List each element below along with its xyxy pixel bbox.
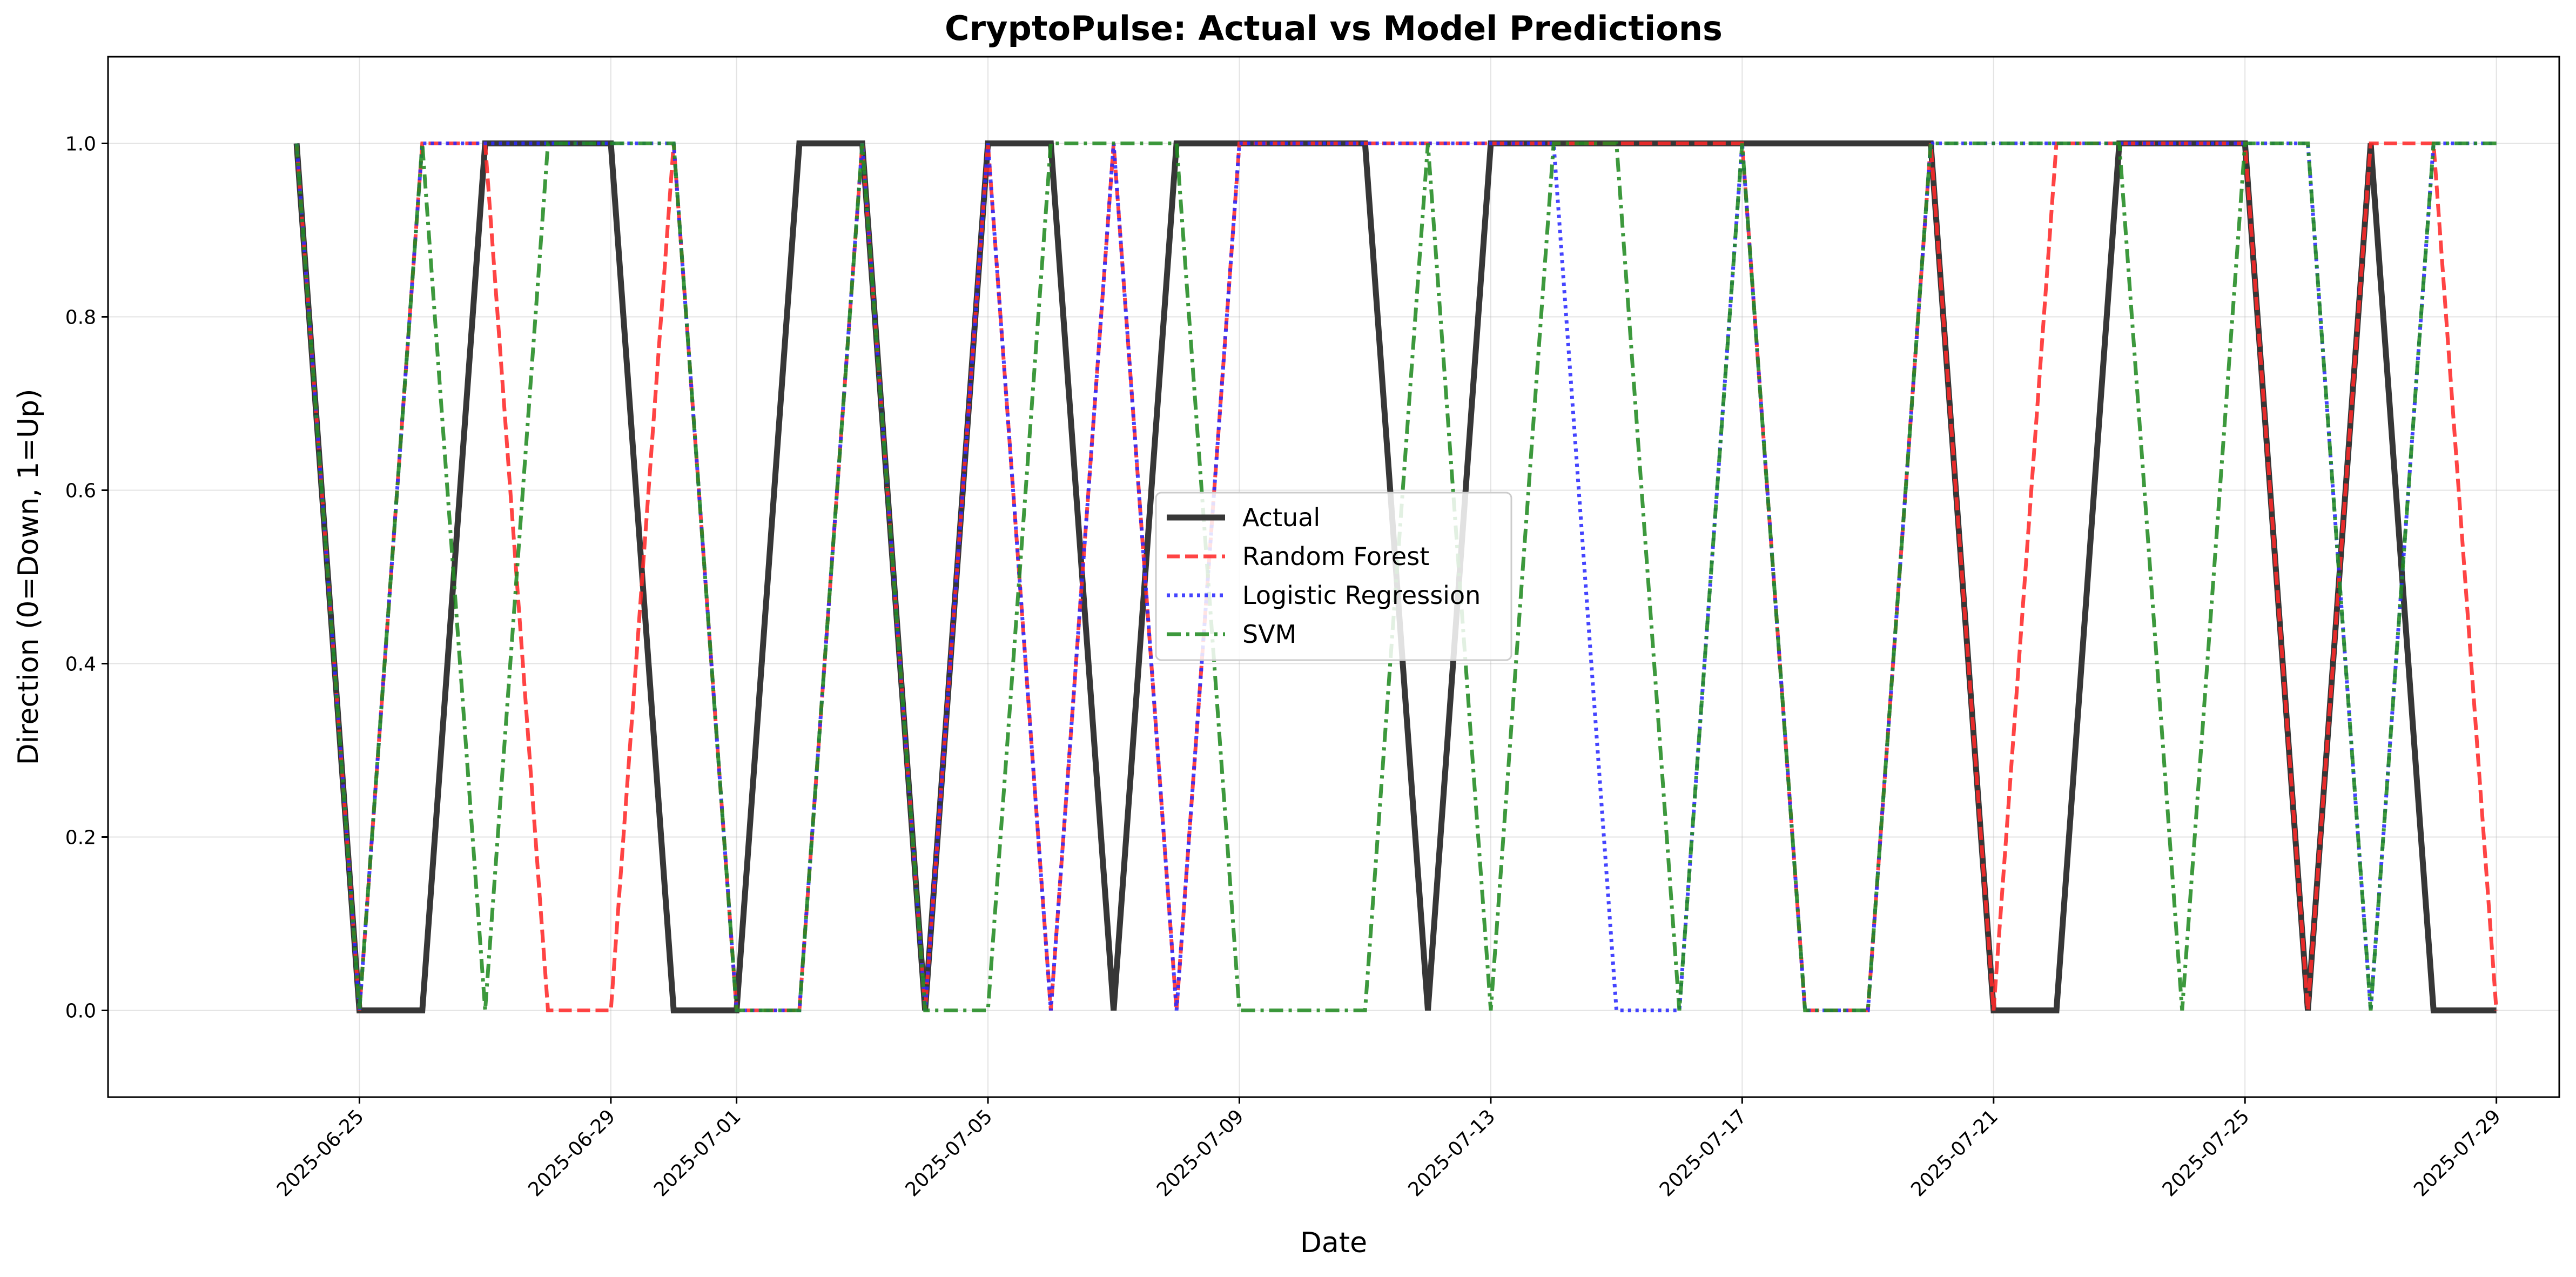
legend-label: Logistic Regression [1242,581,1481,610]
y-axis-label: Direction (0=Down, 1=Up) [12,389,45,765]
series-line-svm [294,142,2497,1012]
plot-frame [107,56,2560,1098]
legend-label: Random Forest [1242,542,1429,571]
y-tick-label: 0.8 [65,307,96,329]
y-tick-label: 0.0 [65,1000,96,1023]
legend-label: Actual [1242,503,1320,532]
legend: Actual Random Forest Logistic Regression SV… [1155,492,1512,661]
y-tick-label: 0.6 [65,480,96,502]
chart-title: CryptoPulse: Actual vs Model Predictions [945,9,1723,48]
x-axis-label: Date [1300,1227,1367,1259]
y-tick-label: 1.0 [65,133,96,156]
series-line-logistic-regression [294,142,2497,1012]
y-tick-label: 0.2 [65,827,96,849]
legend-label: SVM [1242,620,1296,649]
y-tick-label: 0.4 [65,654,96,676]
legend-box [1155,492,1512,661]
